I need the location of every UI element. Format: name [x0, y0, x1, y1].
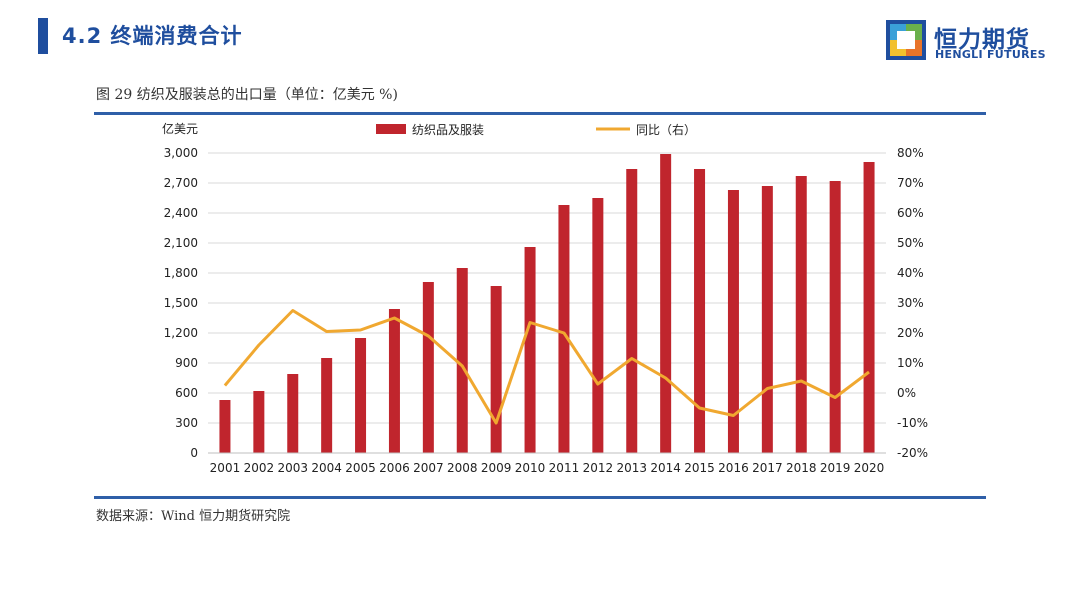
figure-bottom-rule — [94, 496, 986, 499]
x-tick-label: 2009 — [481, 461, 512, 475]
yoy-line — [223, 309, 870, 425]
left-tick-label: 600 — [175, 386, 198, 400]
x-tick-label: 2012 — [583, 461, 614, 475]
right-tick-label: 40% — [897, 266, 924, 280]
right-tick-label: 70% — [897, 176, 924, 190]
x-tick-label: 2019 — [820, 461, 851, 475]
x-tick-label: 2011 — [549, 461, 580, 475]
x-tick-label: 2017 — [752, 461, 783, 475]
brand-logo: 恒力期货 HENGLI FUTURES — [886, 20, 1066, 64]
legend-line-label: 同比（右） — [636, 122, 696, 137]
left-tick-label: 300 — [175, 416, 198, 430]
bar-2005 — [355, 338, 367, 453]
hengli-logo-icon — [886, 20, 926, 60]
right-tick-label: 0% — [897, 386, 916, 400]
left-axis-label: 亿美元 — [162, 121, 198, 136]
x-tick-label: 2015 — [684, 461, 715, 475]
right-tick-label: 10% — [897, 356, 924, 370]
left-tick-label: 0 — [190, 446, 198, 460]
left-tick-label: 2,100 — [164, 236, 198, 250]
left-tick-label: 2,700 — [164, 176, 198, 190]
right-tick-label: -10% — [897, 416, 928, 430]
right-tick-label: 60% — [897, 206, 924, 220]
logo-english-name: HENGLI FUTURES — [935, 48, 1046, 61]
x-tick-label: 2001 — [210, 461, 241, 475]
bar-2002 — [253, 391, 265, 453]
bar-2014 — [660, 154, 672, 453]
bar-2009 — [490, 286, 502, 453]
x-tick-label: 2010 — [515, 461, 546, 475]
bar-2019 — [829, 181, 841, 453]
data-source-note: 数据来源：Wind 恒力期货研究院 — [96, 509, 291, 524]
bar-2015 — [694, 169, 706, 453]
left-tick-label: 1,800 — [164, 266, 198, 280]
bar-2012 — [592, 198, 604, 453]
x-tick-label: 2013 — [616, 461, 647, 475]
bar-2017 — [761, 186, 773, 453]
legend-bar-swatch — [376, 124, 406, 134]
x-tick-label: 2008 — [447, 461, 478, 475]
left-tick-label: 1,500 — [164, 296, 198, 310]
x-tick-label: 2016 — [718, 461, 749, 475]
bar-2007 — [422, 282, 434, 453]
right-tick-label: 20% — [897, 326, 924, 340]
right-tick-label: 50% — [897, 236, 924, 250]
bar-2004 — [321, 358, 333, 453]
left-tick-label: 1,200 — [164, 326, 198, 340]
figure-title: 图 29 纺织及服装总的出口量（单位：亿美元 %) — [96, 87, 398, 103]
x-tick-label: 2014 — [650, 461, 681, 475]
left-tick-label: 3,000 — [164, 146, 198, 160]
bar-2001 — [219, 400, 231, 453]
bar-2011 — [558, 205, 570, 453]
x-tick-label: 2003 — [277, 461, 308, 475]
bar-2016 — [727, 190, 739, 453]
left-tick-label: 2,400 — [164, 206, 198, 220]
x-tick-label: 2005 — [345, 461, 376, 475]
bar-2003 — [287, 374, 299, 453]
right-tick-label: -20% — [897, 446, 928, 460]
right-tick-label: 30% — [897, 296, 924, 310]
x-tick-label: 2020 — [854, 461, 885, 475]
x-tick-label: 2018 — [786, 461, 817, 475]
page-title: 4.2 终端消费合计 — [62, 24, 243, 48]
x-tick-label: 2007 — [413, 461, 444, 475]
left-tick-label: 900 — [175, 356, 198, 370]
x-tick-label: 2002 — [244, 461, 275, 475]
title-accent-bar — [38, 18, 48, 54]
bar-2006 — [388, 309, 400, 453]
x-tick-label: 2006 — [379, 461, 410, 475]
bar-2010 — [524, 247, 536, 453]
legend-bar-label: 纺织品及服装 — [412, 123, 484, 137]
x-tick-label: 2004 — [311, 461, 342, 475]
logo-chinese-name: 恒力期货 — [934, 27, 1030, 53]
bar-2018 — [795, 176, 807, 453]
right-tick-label: 80% — [897, 146, 924, 160]
bar-2020 — [863, 162, 875, 453]
bar-2013 — [626, 169, 638, 453]
figure-top-rule — [94, 112, 986, 115]
bar-2008 — [456, 268, 468, 453]
